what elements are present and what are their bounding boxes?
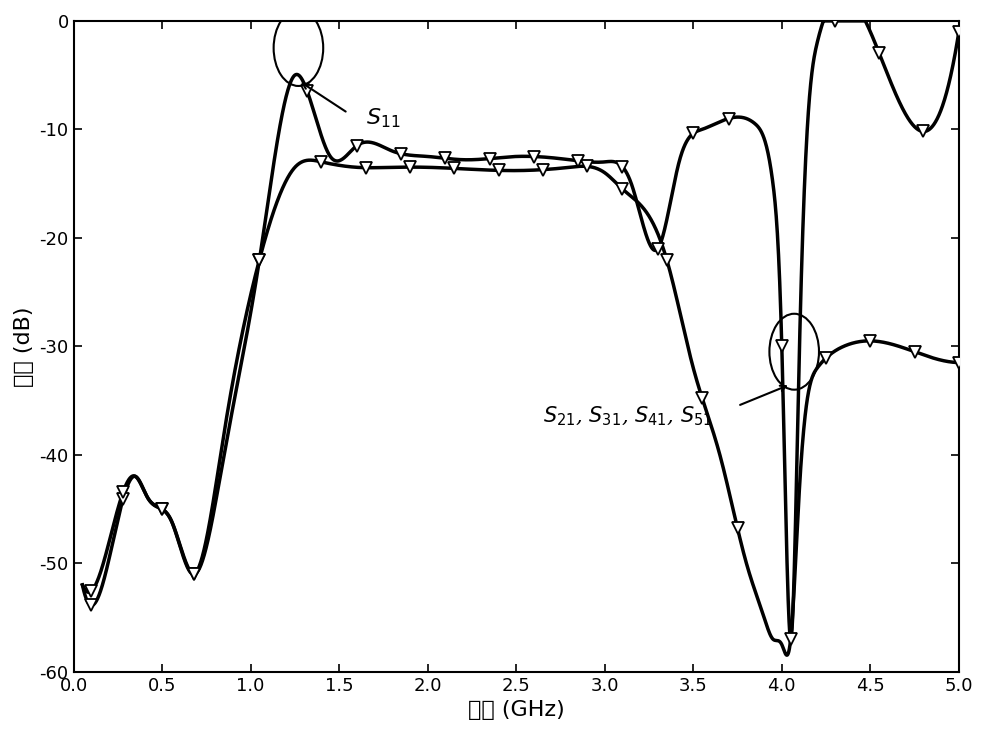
Text: $S_{11}$: $S_{11}$ xyxy=(366,106,399,131)
Y-axis label: 幅度 (dB): 幅度 (dB) xyxy=(14,306,34,387)
Text: $S_{21}$, $S_{31}$, $S_{41}$, $S_{51}$: $S_{21}$, $S_{31}$, $S_{41}$, $S_{51}$ xyxy=(542,405,712,429)
X-axis label: 频率 (GHz): 频率 (GHz) xyxy=(467,700,564,720)
